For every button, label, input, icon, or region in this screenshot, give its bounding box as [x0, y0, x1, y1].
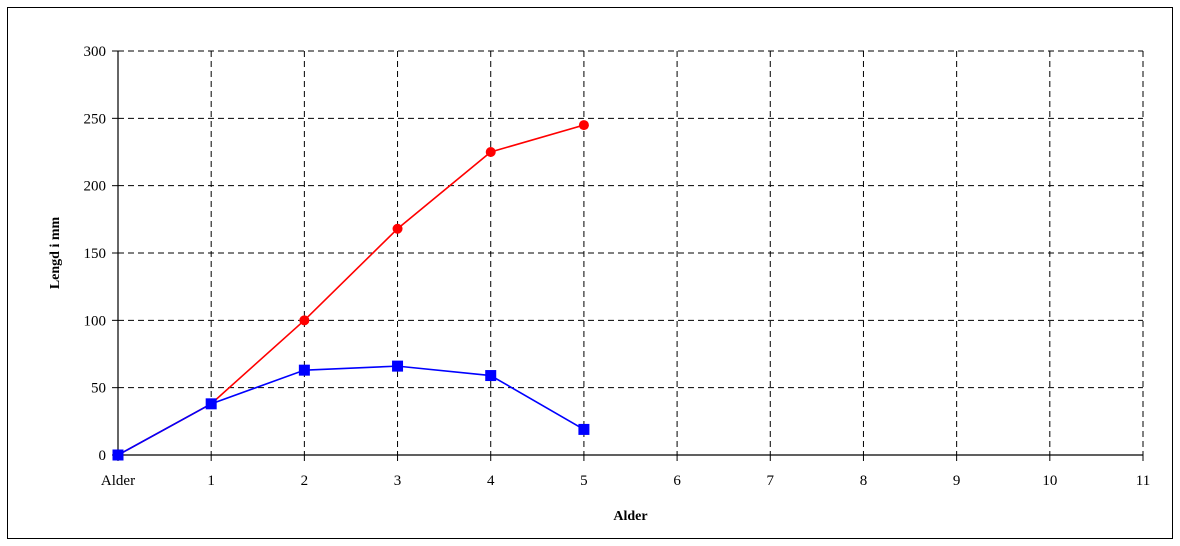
data-point	[299, 315, 310, 326]
data-point	[485, 147, 496, 157]
chart-frame	[7, 7, 1173, 539]
axes	[112, 50, 1144, 461]
series	[112, 120, 590, 461]
data-point	[392, 223, 403, 234]
x-tick-label: 6	[673, 473, 681, 489]
y-tick-label: 200	[84, 179, 107, 195]
data-point	[112, 449, 124, 461]
grid-lines	[118, 50, 1144, 455]
x-tick-labels: Alder 1 2 3 4 5 6 7 8 9 10 11	[101, 473, 1150, 489]
y-tick-label: 250	[84, 111, 107, 127]
x-tick-label: 2	[301, 473, 309, 489]
series-2	[112, 360, 590, 461]
x-tick-label: 4	[487, 473, 495, 489]
x-tick-label: 7	[767, 473, 775, 489]
series-line	[117, 124, 585, 456]
x-tick-label: 11	[1136, 473, 1150, 489]
x-tick-label: Alder	[101, 473, 135, 489]
data-point	[578, 120, 589, 131]
series-line	[117, 365, 585, 456]
data-point	[298, 364, 310, 376]
data-point	[392, 360, 404, 372]
y-axis-title: Lengd i mm	[48, 216, 63, 289]
y-tick-label: 0	[99, 448, 107, 464]
data-point	[485, 370, 497, 382]
x-tick-label: 8	[860, 473, 868, 489]
x-tick-label: 5	[580, 473, 588, 489]
series-1	[113, 120, 589, 460]
y-tick-labels: 0 50 100 150 200 250 300	[84, 44, 107, 464]
x-tick-label: 3	[394, 473, 402, 489]
data-point	[205, 398, 217, 410]
x-tick-label: 9	[953, 473, 961, 489]
y-tick-label: 50	[91, 381, 106, 397]
y-tick-label: 300	[84, 44, 107, 60]
x-tick-label: 10	[1042, 473, 1057, 489]
x-tick-label: 1	[207, 473, 215, 489]
y-tick-label: 100	[84, 313, 107, 329]
data-point	[578, 423, 590, 435]
y-tick-label: 150	[84, 246, 107, 262]
x-axis-title: Alder	[613, 509, 647, 524]
